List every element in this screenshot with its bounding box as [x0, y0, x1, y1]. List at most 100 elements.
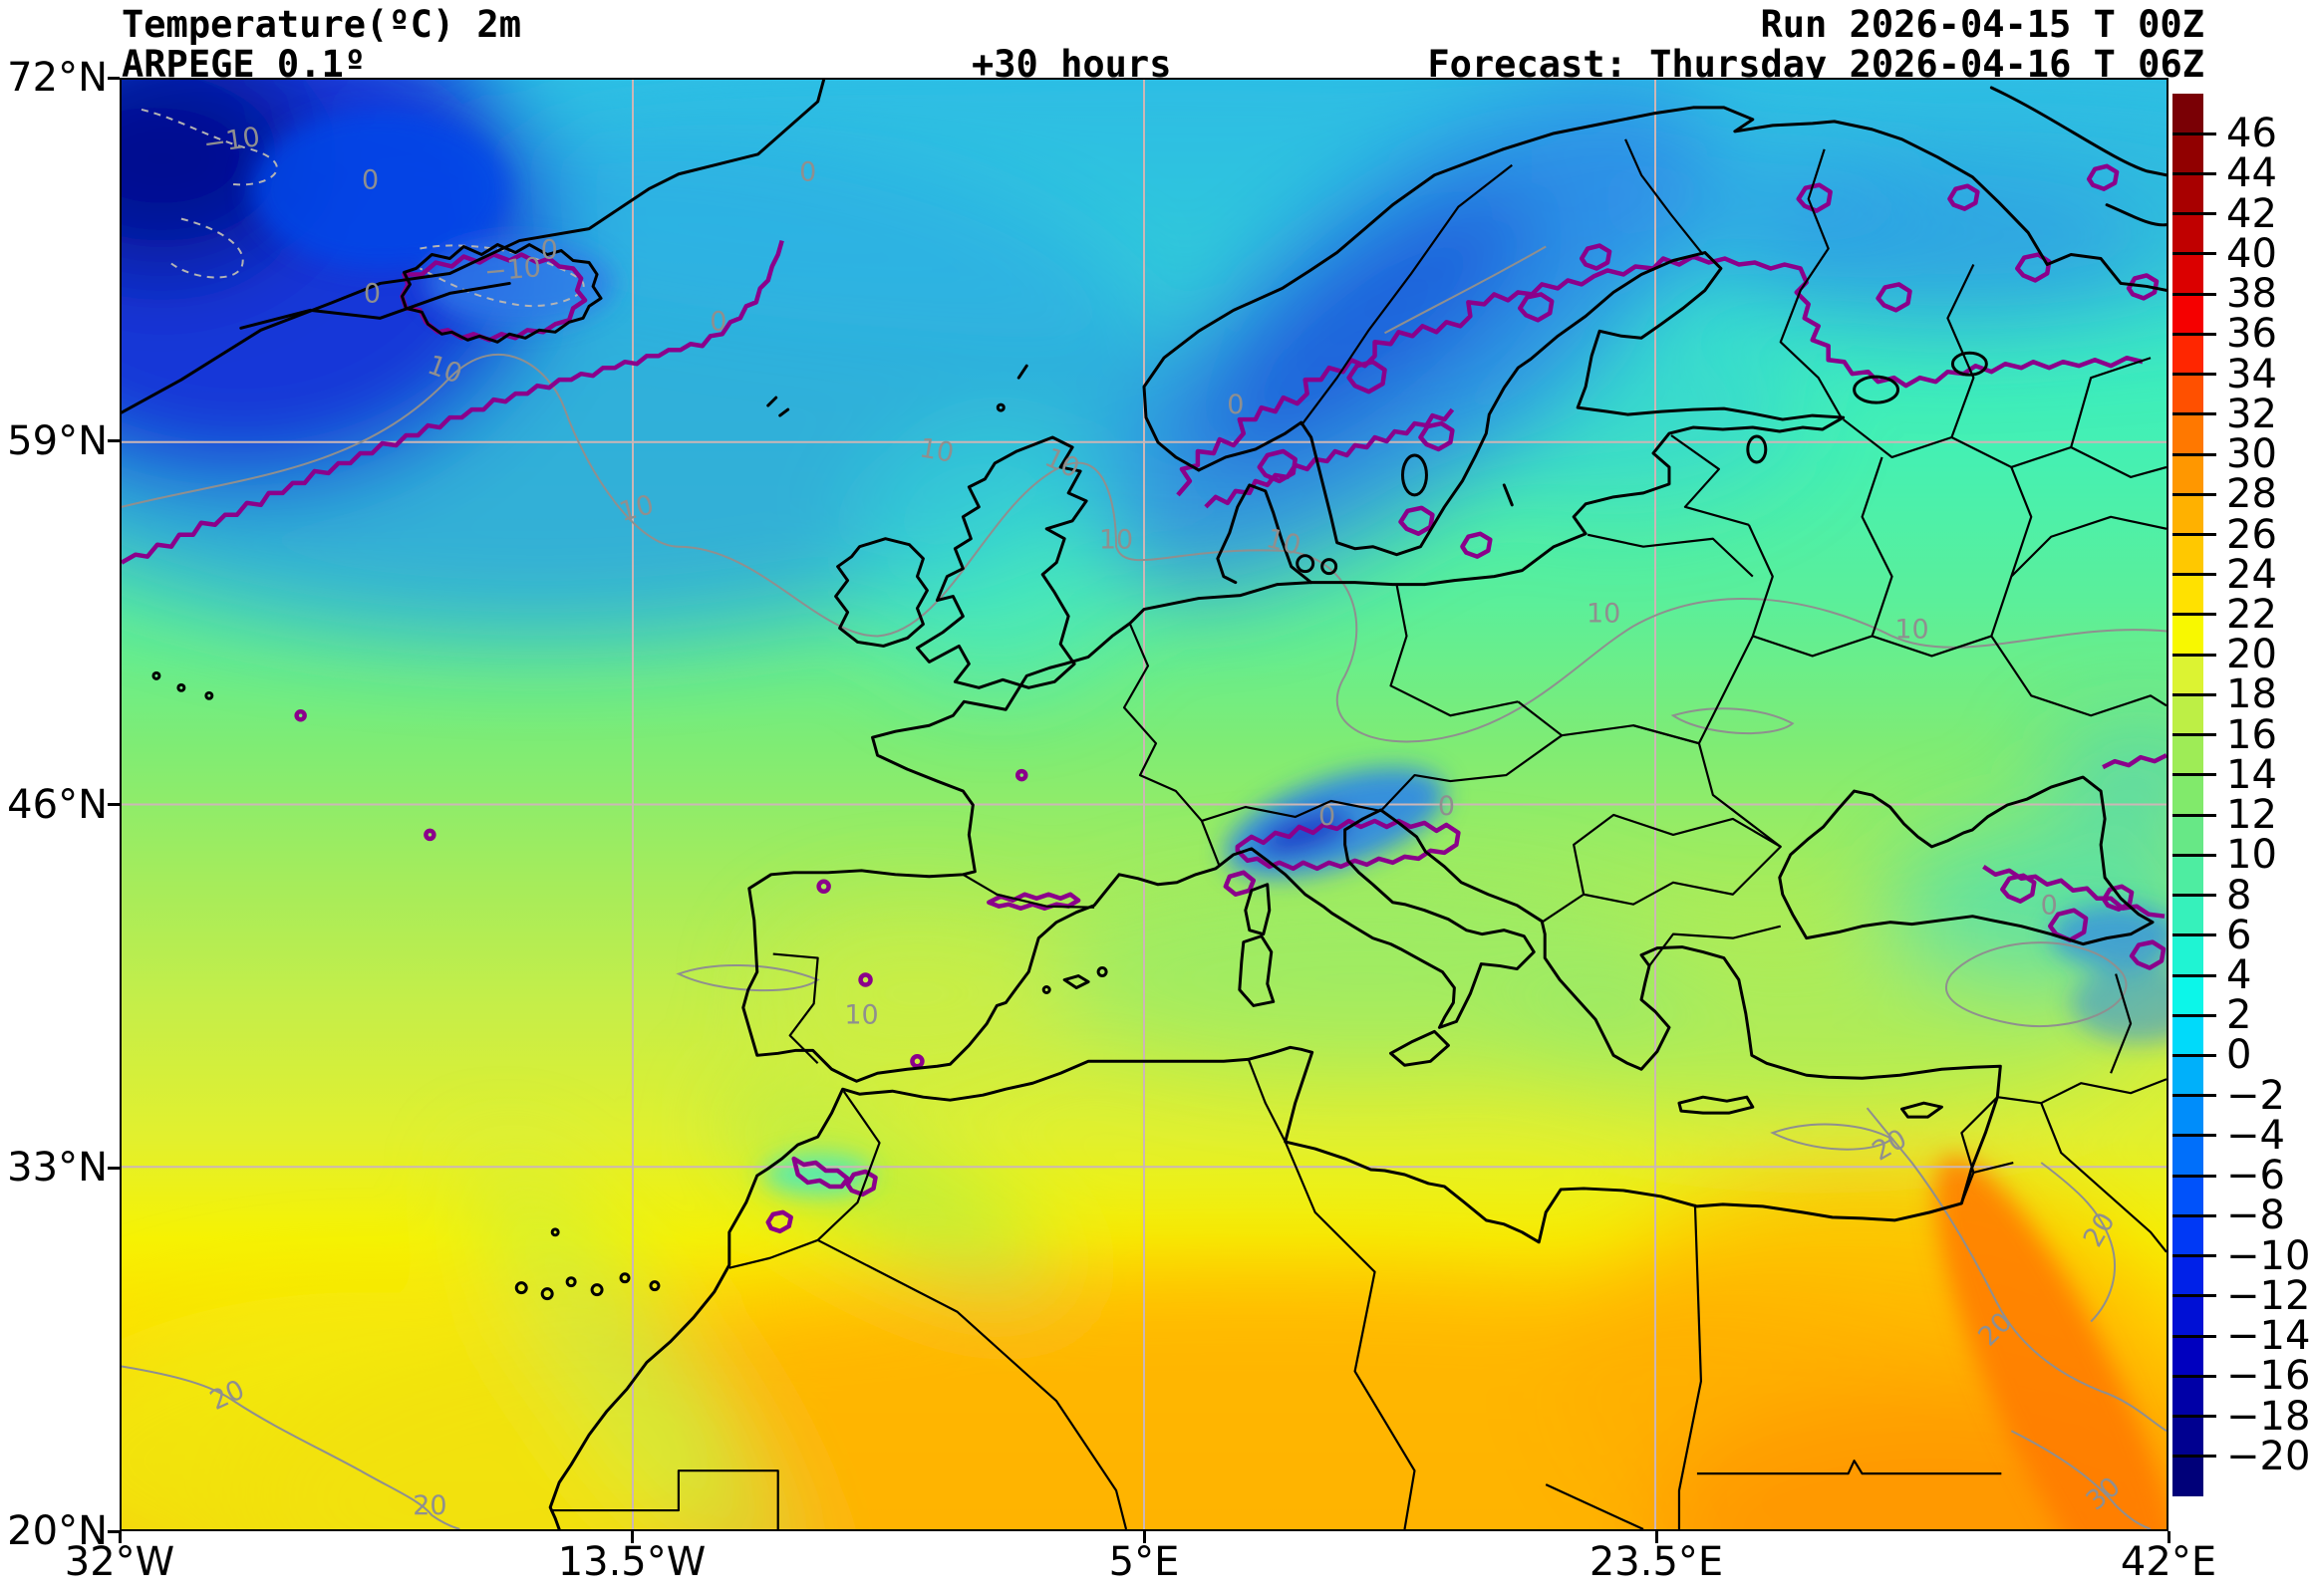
contour-label: 0: [2041, 891, 2058, 922]
ireland-coast: [834, 537, 929, 648]
colorbar-segment: [2172, 774, 2203, 816]
colorbar-tick-label: 32: [2226, 391, 2277, 437]
y-axis-label: 20°N: [7, 1508, 108, 1554]
gray-isotherms: [122, 245, 2167, 1529]
colorbar-tick: [2172, 1374, 2216, 1378]
colorbar-tick: [2172, 252, 2216, 256]
colorbar-tick: [2172, 1334, 2216, 1338]
colorbar-segment: [2172, 1136, 2203, 1177]
scandinavia-coast: [1142, 106, 2167, 472]
colorbar-tick-label: 14: [2226, 751, 2277, 798]
corsica: [1244, 883, 1272, 936]
colorbar-tick-label: 18: [2226, 671, 2277, 718]
gotland: [1502, 483, 1514, 507]
x-axis-tick: [1654, 1531, 1658, 1543]
baltic-coast: [1197, 251, 1846, 587]
colorbar-tick-label: 12: [2226, 792, 2277, 839]
colorbar-tick: [2172, 894, 2216, 898]
x-axis-label: 5°E: [1108, 1539, 1180, 1585]
x-axis-label: 13.5°W: [557, 1539, 707, 1585]
continental-coast: [548, 581, 2002, 1529]
colorbar-tick: [2172, 1134, 2216, 1138]
colorbar-tick-label: −12: [2226, 1272, 2311, 1319]
colorbar-tick-label: −6: [2226, 1153, 2285, 1199]
colorbar-segment: [2172, 213, 2203, 254]
colorbar-segment: [2172, 1095, 2203, 1137]
colorbar-tick: [2172, 171, 2216, 175]
x-axis-label: 32°W: [64, 1539, 175, 1585]
colorbar-tick: [2172, 212, 2216, 216]
contour-label: 0: [710, 306, 726, 337]
lat-lon-gridlines: [122, 80, 2167, 1529]
colorbar-segment: [2172, 734, 2203, 775]
colorbar-tick-label: 38: [2226, 271, 2277, 318]
model-name: ARPEGE 0.1º: [122, 43, 367, 86]
colorbar-tick-label: −8: [2226, 1193, 2285, 1239]
colorbar-tick-label: −18: [2226, 1393, 2311, 1440]
colorbar-segment: [2172, 374, 2203, 414]
colorbar-tick-label: 26: [2226, 511, 2277, 558]
y-axis-label: 72°N: [7, 55, 108, 101]
colorbar-segment: [2172, 1255, 2203, 1297]
map-canvas: −10 −10 0 0 0 0 0 0 0 0 0 10 10 10 10 10 10 10 10 10 20 20 20 2…: [120, 78, 2168, 1531]
contour-label: 0: [1227, 390, 1244, 420]
colorbar-tick-label: 28: [2226, 471, 2277, 518]
colorbar-tick-label: 8: [2226, 872, 2252, 919]
colorbar-segment: [2172, 615, 2203, 656]
colorbar-segment: [2172, 975, 2203, 1016]
northeast-coast: [1989, 86, 2167, 177]
colorbar-tick-label: 10: [2226, 832, 2277, 879]
y-axis-tick: [108, 439, 120, 443]
colorbar-tick: [2172, 412, 2216, 416]
gb-coast: [915, 435, 1088, 689]
colorbar-segment: [2172, 1416, 2203, 1457]
colorbar-tick-label: 30: [2226, 431, 2277, 478]
forecast-valid-time: Forecast: Thursday 2026-04-16 T 06Z: [1427, 43, 2204, 86]
greenland-coast: [122, 80, 826, 414]
colorbar-tick: [2172, 492, 2216, 496]
y-axis-tick: [108, 1166, 120, 1170]
colorbar-tick: [2172, 373, 2216, 377]
shetland: [1016, 364, 1028, 380]
colorbar-tick-label: 4: [2226, 952, 2252, 999]
x-axis-label: 23.5°E: [1589, 1539, 1724, 1585]
colorbar-tick-label: −2: [2226, 1072, 2285, 1119]
colorbar-tick: [2172, 733, 2216, 737]
temperature-colorbar: [2172, 94, 2203, 1497]
colorbar-tick: [2172, 773, 2216, 777]
colorbar-tick: [2172, 573, 2216, 577]
colorbar-segment: [2172, 454, 2203, 495]
colorbar-tick-label: 0: [2226, 1032, 2252, 1079]
colorbar-segment: [2172, 1336, 2203, 1377]
colorbar-segment: [2172, 694, 2203, 735]
country-borders: [550, 138, 2167, 1529]
colorbar-tick: [2172, 452, 2216, 456]
crete: [1677, 1095, 1755, 1115]
colorbar-tick: [2172, 1174, 2216, 1178]
colorbar-segment: [2172, 413, 2203, 455]
colorbar-segment: [2172, 534, 2203, 575]
colorbar-tick-label: −10: [2226, 1232, 2311, 1279]
colorbar-tick-label: 34: [2226, 351, 2277, 398]
colorbar-tick-label: 42: [2226, 190, 2277, 237]
map-title: Temperature(ºC) 2m: [122, 3, 521, 46]
contour-label: 0: [1438, 791, 1455, 822]
contour-label: 0: [541, 235, 558, 266]
black-sea-coast: [1778, 775, 2155, 946]
contour-label: 10: [1587, 599, 1620, 630]
colorbar-tick: [2172, 533, 2216, 536]
colorbar-tick-label: −16: [2226, 1353, 2311, 1400]
contour-label: 0: [362, 165, 379, 196]
colorbar-tick: [2172, 292, 2216, 296]
colorbar-segment: [2172, 1015, 2203, 1056]
colorbar-tick-label: −14: [2226, 1313, 2311, 1360]
contour-label: 0: [1318, 801, 1335, 832]
y-axis-tick: [108, 76, 120, 80]
colorbar-tick-label: 20: [2226, 632, 2277, 678]
colorbar-segment: [2172, 895, 2203, 935]
colorbar-tick: [2172, 1094, 2216, 1098]
contour-label: 20: [413, 1490, 446, 1521]
colorbar-tick-label: 44: [2226, 150, 2277, 197]
colorbar-tick: [2172, 813, 2216, 817]
